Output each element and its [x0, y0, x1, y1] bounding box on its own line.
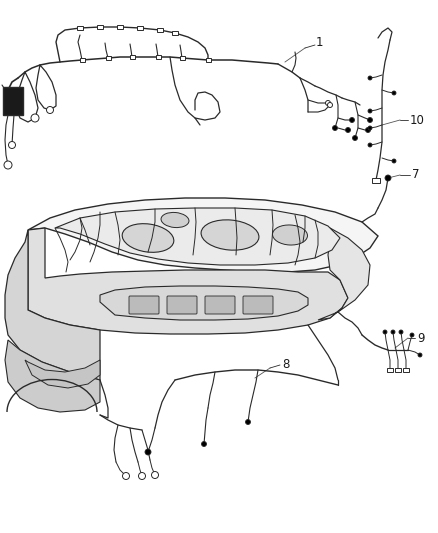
Circle shape [385, 175, 391, 181]
Ellipse shape [122, 224, 174, 252]
Circle shape [8, 141, 15, 149]
Bar [403, 368, 409, 372]
Text: 7: 7 [412, 168, 420, 182]
Circle shape [152, 472, 159, 479]
Text: 8: 8 [282, 358, 290, 370]
Ellipse shape [161, 213, 189, 228]
Bar [97, 25, 103, 29]
Ellipse shape [201, 220, 259, 250]
FancyBboxPatch shape [205, 296, 235, 314]
Circle shape [392, 159, 396, 163]
Circle shape [353, 135, 357, 141]
Circle shape [418, 353, 422, 357]
Circle shape [368, 109, 372, 113]
FancyBboxPatch shape [129, 296, 159, 314]
Circle shape [328, 102, 332, 108]
Circle shape [365, 127, 371, 133]
FancyBboxPatch shape [167, 296, 197, 314]
Bar [130, 55, 134, 59]
Bar [372, 177, 380, 182]
Circle shape [46, 107, 53, 114]
Circle shape [346, 127, 350, 133]
Bar [77, 26, 83, 30]
Text: 9: 9 [417, 332, 424, 344]
Polygon shape [100, 286, 308, 320]
Circle shape [391, 330, 395, 334]
Circle shape [201, 441, 206, 447]
Polygon shape [28, 198, 378, 272]
Bar [172, 31, 178, 35]
Circle shape [383, 330, 387, 334]
Circle shape [350, 117, 354, 123]
Bar [180, 56, 184, 60]
FancyBboxPatch shape [243, 296, 273, 314]
Bar [387, 368, 393, 372]
Bar [117, 25, 123, 29]
Circle shape [4, 161, 12, 169]
Circle shape [392, 91, 396, 95]
Circle shape [399, 330, 403, 334]
Circle shape [368, 76, 372, 80]
Circle shape [332, 125, 338, 131]
Circle shape [246, 419, 251, 424]
Polygon shape [5, 340, 100, 412]
Polygon shape [28, 228, 348, 334]
Circle shape [31, 114, 39, 122]
Polygon shape [5, 230, 100, 380]
Circle shape [145, 449, 151, 455]
Polygon shape [55, 208, 340, 265]
Bar [80, 58, 85, 62]
Text: 10: 10 [410, 114, 425, 126]
Polygon shape [318, 228, 370, 320]
Circle shape [368, 126, 372, 130]
Bar [3, 87, 23, 115]
Circle shape [138, 472, 145, 480]
Bar [395, 368, 401, 372]
Bar [137, 26, 143, 30]
Bar [106, 56, 110, 60]
Bar [205, 58, 211, 62]
Circle shape [123, 472, 130, 480]
Text: 1: 1 [316, 36, 324, 50]
Circle shape [368, 143, 372, 147]
Bar [155, 55, 160, 59]
Polygon shape [25, 360, 100, 388]
Circle shape [410, 333, 414, 337]
Bar [157, 28, 163, 32]
Ellipse shape [272, 225, 307, 245]
Circle shape [325, 101, 331, 106]
Circle shape [367, 117, 372, 123]
